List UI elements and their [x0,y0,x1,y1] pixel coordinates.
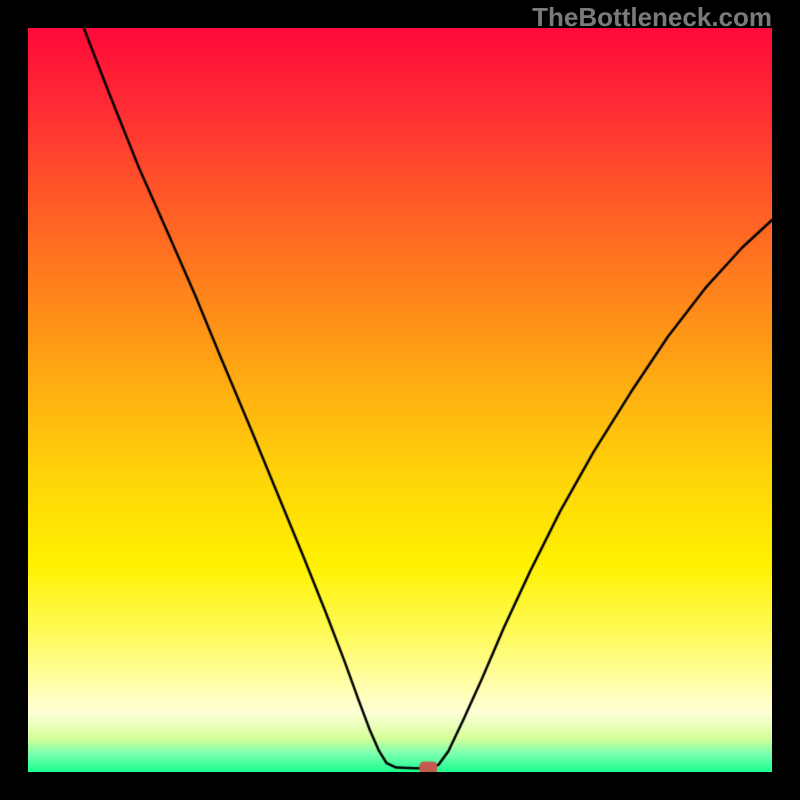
plot-area [28,28,772,772]
bottleneck-curve-chart [28,28,772,772]
chart-stage: TheBottleneck.com [0,0,800,800]
